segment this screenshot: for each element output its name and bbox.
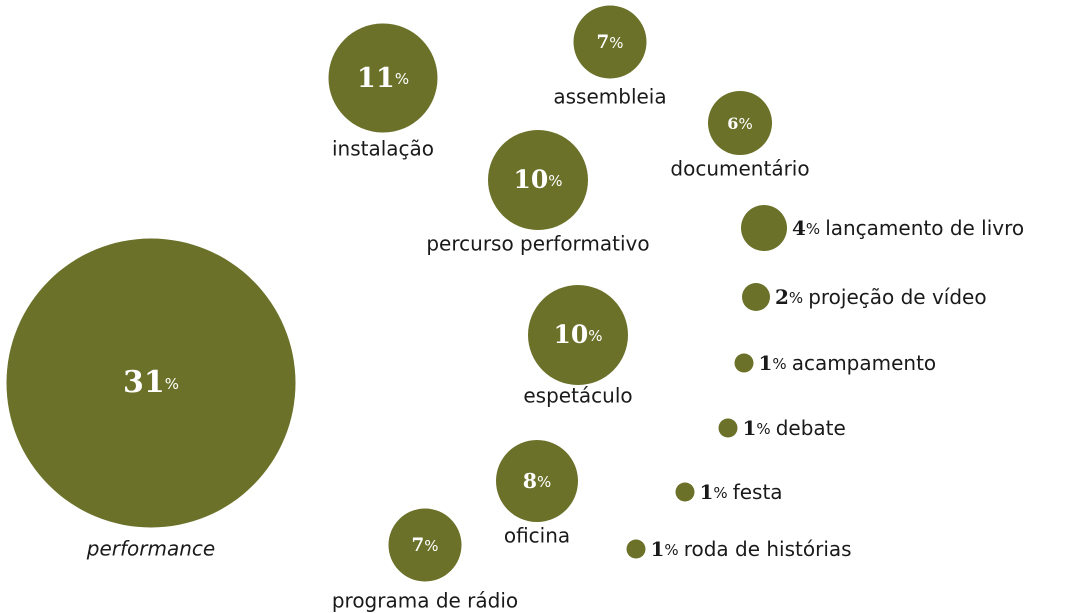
unit-label: % [789,289,803,307]
value-label-group: 10% [553,320,602,349]
category-label: lançamento de livro [825,216,1024,240]
unit-label: % [772,355,786,373]
unit-label: % [713,484,727,502]
unit-label: % [806,220,820,238]
bubble [742,283,770,311]
unit-label: % [756,420,770,438]
bubble [388,508,462,582]
category-label: instalação [332,137,434,161]
bubble [626,539,646,559]
unit-label: % [537,473,551,491]
value-label: 2 [775,285,789,309]
value-label: 11 [357,62,395,94]
value-label: 8 [523,469,537,493]
bubble-label: 1% debate [743,416,846,440]
bubble-label: 1% roda de histórias [651,537,852,561]
bubble [741,205,787,251]
category-label: percurso performativo [426,232,649,256]
value-label: 7 [597,32,610,53]
unit-label: % [548,172,562,190]
value-label-group: 7% [597,32,624,53]
category-label: programa de rádio [332,589,518,613]
value-label-group: 8% [523,469,552,493]
value-label: 1 [743,416,757,440]
category-label: acampamento [792,351,936,375]
value-label: 1 [700,480,714,504]
value-label: 31 [123,365,165,400]
category-label: festa [733,480,783,504]
category-label: espetáculo [523,384,632,408]
unit-label: % [609,34,623,52]
category-label: roda de histórias [684,537,852,561]
value-label: 6 [727,114,738,133]
bubble [328,23,438,133]
bubble [675,482,695,502]
value-label: 1 [759,351,773,375]
bubble [528,285,628,385]
value-label: 1 [651,537,665,561]
value-label: 7 [412,535,425,556]
bubble [6,238,296,528]
bubble [573,5,647,79]
bubble [708,91,772,155]
bubble-label: 4% lançamento de livro [792,216,1024,240]
unit-label: % [424,537,438,555]
bubble-label: 1% festa [700,480,783,504]
category-label: debate [776,416,846,440]
unit-label: % [395,70,409,88]
value-label-group: 6% [727,114,752,133]
value-label-group: 7% [412,535,439,556]
category-label: projeção de vídeo [808,285,986,309]
value-label-group: 31% [123,365,179,400]
category-label: oficina [504,524,570,548]
unit-label: % [664,541,678,559]
bubble [734,353,754,373]
category-label: performance [86,537,215,561]
value-label: 10 [513,165,548,194]
bubble-label: 1% acampamento [759,351,937,375]
bubble [496,440,578,522]
unit-label: % [165,375,179,393]
bubble-label: 2% projeção de vídeo [775,285,987,309]
bubble [488,130,588,230]
unit-label: % [738,115,752,133]
value-label: 4 [792,216,806,240]
category-label: assembleia [553,85,666,109]
value-label-group: 10% [513,165,562,194]
value-label-group: 11% [357,62,409,94]
category-label: documentário [670,157,809,181]
value-label: 10 [553,320,588,349]
unit-label: % [588,327,602,345]
bubble [718,418,738,438]
